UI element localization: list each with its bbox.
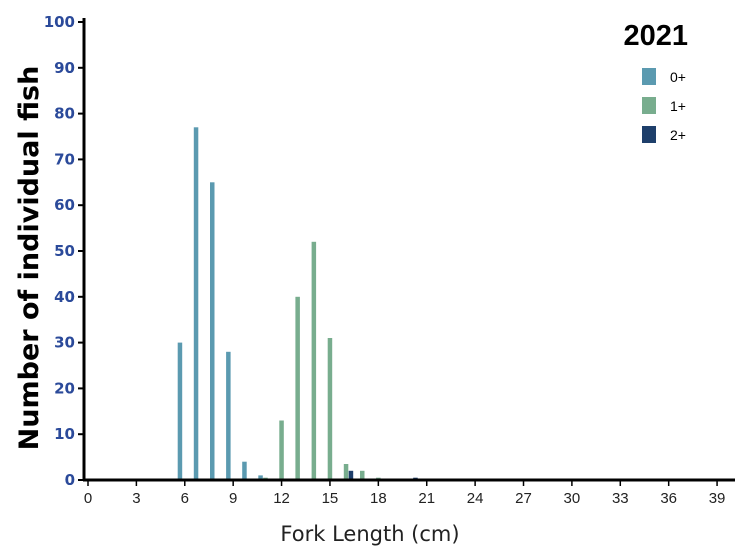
x-tick-label: 33	[612, 490, 629, 507]
y-tick-label: 50	[54, 242, 75, 260]
bars-group	[177, 127, 418, 481]
bar-0plus-0	[177, 342, 183, 480]
x-tick-label: 27	[515, 490, 532, 507]
bar-0plus-2	[210, 182, 215, 481]
x-tick-label: 39	[709, 490, 726, 507]
x-tick-label: 15	[322, 490, 339, 507]
y-tick-label: 90	[54, 59, 75, 77]
y-tick-label: 10	[54, 425, 75, 443]
x-ticks-group: 0 3 6 9 12 15 18 21 24 27 30 33 36 39	[84, 480, 726, 507]
x-tick-label: 0	[84, 490, 92, 507]
legend-label-1plus: 1+	[670, 98, 686, 114]
legend-swatch-1plus	[642, 97, 656, 114]
y-tick-label: 0	[65, 471, 75, 489]
y-tick-label: 60	[54, 196, 75, 214]
x-tick-label: 21	[418, 490, 435, 507]
bar-1plus-6	[360, 470, 365, 480]
y-ticks-group: 0 10 20 30 40 50 60 70 80 90 100	[44, 13, 84, 489]
bar-1plus-3	[311, 241, 317, 480]
bar-2plus-0	[348, 470, 354, 480]
bar-1plus-4	[327, 338, 333, 480]
y-tick-label: 100	[44, 13, 75, 31]
x-tick-label: 30	[564, 490, 581, 507]
legend: 0+ 1+ 2+	[642, 68, 686, 143]
bar-0plus-4	[242, 461, 247, 480]
x-axis-label: Fork Length (cm)	[280, 522, 459, 546]
y-tick-label: 40	[54, 288, 75, 306]
legend-swatch-0plus	[642, 68, 656, 85]
legend-swatch-2plus	[642, 126, 656, 143]
x-tick-label: 6	[181, 490, 189, 507]
chart-title: 2021	[623, 20, 688, 52]
x-tick-label: 24	[467, 490, 484, 507]
x-tick-label: 18	[370, 490, 387, 507]
x-tick-label: 36	[660, 490, 677, 507]
legend-label-2plus: 2+	[670, 127, 686, 143]
y-tick-label: 80	[54, 105, 75, 123]
bar-1plus-1	[279, 420, 284, 480]
bar-0plus-3	[226, 351, 231, 480]
y-axis-label: Number of individual fish	[14, 66, 45, 451]
x-tick-label: 9	[229, 490, 237, 507]
y-tick-label: 20	[54, 379, 75, 397]
bar-1plus-5	[343, 464, 349, 480]
bar-0plus-5	[258, 475, 263, 480]
x-tick-label: 3	[132, 490, 140, 507]
x-tick-label: 12	[273, 490, 290, 507]
legend-label-0plus: 0+	[670, 69, 686, 85]
y-tick-label: 70	[54, 150, 75, 168]
bar-0plus-1	[193, 127, 199, 481]
bar-1plus-2	[295, 296, 300, 480]
y-tick-label: 30	[54, 334, 75, 352]
